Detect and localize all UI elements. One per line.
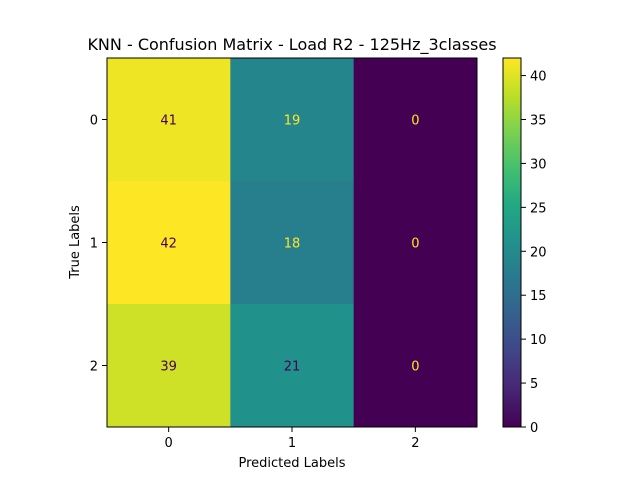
- heatmap-cell: [353, 181, 478, 305]
- colorbar-tick-label: 10: [530, 333, 547, 348]
- cell-value-label: 21: [284, 360, 301, 375]
- cell-value-label: 42: [160, 237, 177, 252]
- y-tick-label: 2: [90, 360, 98, 375]
- colorbar-tick-label: 30: [530, 157, 547, 172]
- cell-value-label: 18: [284, 237, 301, 252]
- colorbar-tick-label: 5: [530, 377, 538, 392]
- heatmap-cells: [107, 58, 478, 428]
- colorbar-ticks: 0 5 10 15 20 25 30 35 40: [521, 70, 547, 436]
- heatmap-cell: [107, 58, 231, 182]
- cell-value-label: 41: [160, 114, 177, 129]
- y-tick-label: 0: [90, 114, 98, 129]
- heatmap-cell: [353, 58, 478, 182]
- cell-value-label: 0: [411, 237, 419, 252]
- x-tick-label: 2: [411, 436, 419, 451]
- colorbar-tick-label: 15: [530, 289, 547, 304]
- heatmap-cell: [107, 304, 231, 428]
- colorbar-tick-label: 20: [530, 245, 547, 260]
- cell-value-label: 39: [160, 360, 177, 375]
- x-tick-label: 0: [165, 436, 173, 451]
- colorbar-tick-label: 40: [530, 70, 547, 85]
- colorbar-tick-label: 25: [530, 201, 547, 216]
- heatmap-cell: [353, 304, 478, 428]
- cell-value-label: 0: [411, 114, 419, 129]
- cell-value-label: 19: [284, 114, 301, 129]
- cell-value-label: 0: [411, 360, 419, 375]
- heatmap-cell: [230, 304, 355, 428]
- x-axis-ticks: 0 1 2: [165, 427, 419, 451]
- heatmap-cell: [230, 58, 355, 182]
- heatmap-cell: [107, 181, 231, 305]
- chart-title: KNN - Confusion Matrix - Load R2 - 125Hz…: [87, 35, 496, 55]
- heatmap-cell-labels: 41 19 0 42 18 0 39 21 0: [160, 114, 419, 375]
- heatmap-cell: [230, 181, 355, 305]
- x-axis-label: Predicted Labels: [238, 456, 345, 471]
- colorbar-tick-label: 35: [530, 114, 547, 129]
- colorbar-tick-label: 0: [530, 421, 538, 436]
- y-axis-ticks: 0 1 2: [90, 114, 107, 375]
- colorbar: [502, 57, 522, 428]
- y-tick-label: 1: [90, 237, 98, 252]
- x-tick-label: 1: [288, 436, 296, 451]
- y-axis-label: True Labels: [68, 205, 83, 280]
